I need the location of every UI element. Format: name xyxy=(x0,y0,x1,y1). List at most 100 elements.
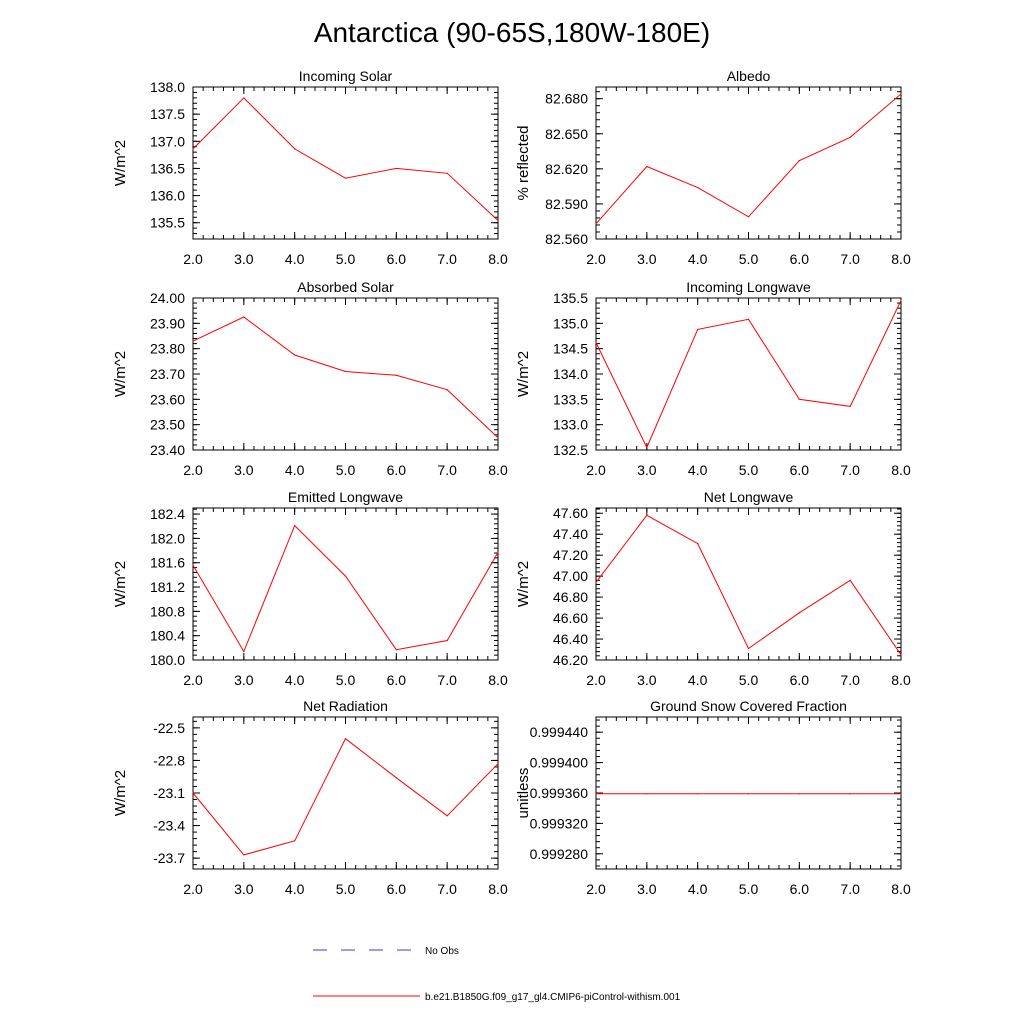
y-axis-label: W/m^2 xyxy=(515,561,532,607)
data-point xyxy=(395,167,397,170)
y-axis-label: W/m^2 xyxy=(112,770,129,816)
x-tick-label: 7.0 xyxy=(840,881,860,897)
y-tick-label: 23.40 xyxy=(150,442,185,458)
x-tick-label: 7.0 xyxy=(437,251,457,267)
x-tick-label: 5.0 xyxy=(739,462,759,478)
y-tick-label: 82.620 xyxy=(545,161,588,177)
data-point xyxy=(900,93,902,95)
y-tick-label: 180.4 xyxy=(150,628,185,644)
x-tick-label: 8.0 xyxy=(891,251,911,267)
y-tick-label: 135.0 xyxy=(553,315,588,331)
x-tick-label: 2.0 xyxy=(183,251,203,267)
x-tick-label: 4.0 xyxy=(688,251,708,267)
panel-title: Incoming Longwave xyxy=(686,279,811,295)
data-point xyxy=(798,612,800,614)
y-tick-label: 136.0 xyxy=(150,188,185,204)
y-tick-label: -23.1 xyxy=(153,785,185,801)
legend-label-model: b.e21.B1850G.f09_g17_gl4.CMIP6-piControl… xyxy=(425,992,681,1003)
y-tick-label: 82.650 xyxy=(545,126,588,142)
y-tick-label: 182.0 xyxy=(150,530,185,546)
x-tick-label: 3.0 xyxy=(234,251,254,267)
data-point xyxy=(747,647,750,650)
data-point xyxy=(798,793,800,795)
y-tick-label: 182.4 xyxy=(150,506,185,522)
data-point xyxy=(747,318,750,320)
y-tick-label: 47.60 xyxy=(553,505,588,521)
x-tick-label: 8.0 xyxy=(891,672,911,688)
x-tick-label: 5.0 xyxy=(739,881,759,897)
data-point xyxy=(646,165,648,168)
data-point xyxy=(243,316,245,318)
x-tick-label: 8.0 xyxy=(891,462,911,478)
panels: Incoming Solar W/m^2 135.5 136.0 136.5 137.0 1… xyxy=(112,68,911,897)
data-point xyxy=(192,564,194,566)
y-tick-label: 137.0 xyxy=(150,133,185,149)
series-line xyxy=(595,93,902,225)
panel-title: Net Radiation xyxy=(303,698,388,714)
x-tick-label: 2.0 xyxy=(183,672,203,688)
y-tick-label: 135.5 xyxy=(553,290,588,306)
y-tick-label: 181.2 xyxy=(150,579,185,595)
x-tick-label: 5.0 xyxy=(739,251,759,267)
y-tick-label: -23.7 xyxy=(153,850,185,866)
y-tick-label: 24.00 xyxy=(150,290,185,306)
data-point xyxy=(697,543,699,545)
y-tick-label: 136.5 xyxy=(150,160,185,176)
data-point xyxy=(497,219,499,222)
x-tick-label: 3.0 xyxy=(234,462,254,478)
plot-frame xyxy=(192,86,499,240)
panel-title: Net Longwave xyxy=(704,489,794,505)
panel-incoming-solar: Incoming Solar W/m^2 135.5 136.0 136.5 137.0 1… xyxy=(112,68,508,267)
y-tick-label: -22.8 xyxy=(153,752,185,768)
x-tick-label: 6.0 xyxy=(387,251,407,267)
y-tick-label: 180.8 xyxy=(150,603,185,619)
x-tick-label: 5.0 xyxy=(336,672,356,688)
panel-net-longwave: Net Longwave W/m^2 46.20 46.40 46.60 46.80 47.… xyxy=(515,489,911,688)
x-tick-label: 3.0 xyxy=(234,672,254,688)
data-point xyxy=(243,650,245,653)
series-line xyxy=(595,514,902,656)
data-point xyxy=(294,354,296,356)
x-tick-label: 8.0 xyxy=(488,251,508,267)
panel-ground-snow-covered-fraction: Ground Snow Covered Fractionunitless0.99… xyxy=(515,698,911,897)
data-point xyxy=(344,575,347,577)
y-tick-label: 132.5 xyxy=(553,442,588,458)
y-tick-label: 181.6 xyxy=(150,555,185,571)
y-tick-label: 0.999400 xyxy=(530,755,589,771)
figure-title: Antarctica (90-65S,180W-180E) xyxy=(314,17,710,48)
data-point xyxy=(798,160,800,162)
x-tick-label: 8.0 xyxy=(488,881,508,897)
x-tick-label: 4.0 xyxy=(285,462,305,478)
y-axis-label: W/m^2 xyxy=(112,351,129,397)
y-tick-label: 134.0 xyxy=(553,366,588,382)
x-tick-label: 5.0 xyxy=(739,672,759,688)
x-tick-label: 6.0 xyxy=(387,881,407,897)
x-tick-label: 6.0 xyxy=(790,881,810,897)
x-tick-label: 2.0 xyxy=(586,672,606,688)
panel-title: Emitted Longwave xyxy=(288,489,403,505)
data-point xyxy=(747,793,750,795)
data-point xyxy=(595,793,597,795)
data-point xyxy=(446,389,448,391)
data-point xyxy=(595,223,597,225)
panel-title: Albedo xyxy=(727,68,771,84)
data-point xyxy=(294,148,296,150)
data-point xyxy=(446,639,448,642)
x-tick-label: 7.0 xyxy=(437,672,457,688)
x-tick-label: 3.0 xyxy=(637,881,657,897)
data-point xyxy=(497,763,499,765)
y-tick-label: 82.560 xyxy=(545,231,588,247)
data-point xyxy=(900,299,902,302)
x-tick-label: 8.0 xyxy=(488,672,508,688)
y-tick-label: 23.90 xyxy=(150,315,185,331)
x-tick-label: 6.0 xyxy=(790,462,810,478)
y-tick-label: 47.00 xyxy=(553,568,588,584)
x-tick-label: 4.0 xyxy=(688,462,708,478)
series-line xyxy=(192,316,499,439)
data-point xyxy=(243,97,245,99)
data-point xyxy=(395,777,397,779)
x-tick-label: 3.0 xyxy=(234,881,254,897)
x-tick-label: 4.0 xyxy=(285,672,305,688)
data-point xyxy=(192,340,194,342)
